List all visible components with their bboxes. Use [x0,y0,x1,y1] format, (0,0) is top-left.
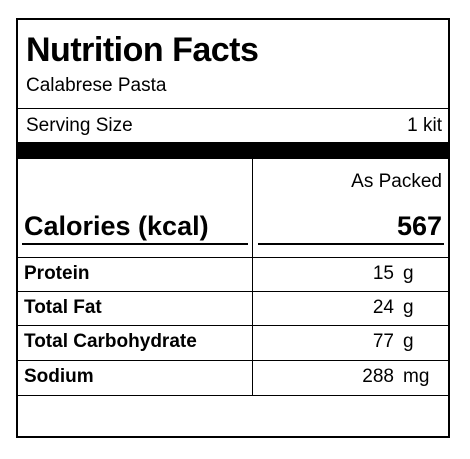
nutrient-amount-sodium: 288 [362,366,394,387]
nutrient-unit-protein: g [403,263,414,284]
nutrition-facts-label: Nutrition Facts Calabrese Pasta Serving … [16,18,450,438]
calories-underline-right [258,243,444,245]
nutrient-name-protein: Protein [24,263,90,284]
divider-line [18,360,448,361]
product-name: Calabrese Pasta [26,75,167,96]
divider-line [18,257,448,258]
nutrient-unit-sodium: mg [403,366,430,387]
serving-size-value: 1 kit [407,115,442,136]
nutrient-amount-total-fat: 24 [372,297,394,318]
nutrient-amount-protein: 15 [372,263,394,284]
label-title: Nutrition Facts [26,31,259,69]
column-header-as-packed: As Packed [351,171,442,192]
divider-line [18,108,448,109]
nutrient-name-total-carbohydrate: Total Carbohydrate [24,331,197,352]
serving-size-label: Serving Size [26,115,133,136]
nutrient-name-total-fat: Total Fat [24,297,102,318]
calories-value: 567 [396,211,442,241]
calories-label: Calories (kcal) [24,211,209,241]
nutrient-unit-total-fat: g [403,297,414,318]
nutrient-unit-total-carbohydrate: g [403,331,414,352]
thick-divider-bar [18,142,448,159]
column-divider [252,159,253,395]
calories-underline-left [22,243,248,245]
divider-line [18,291,448,292]
nutrient-amount-total-carbohydrate: 77 [372,331,394,352]
nutrient-name-sodium: Sodium [24,366,94,387]
divider-line [18,325,448,326]
divider-line [18,395,448,396]
